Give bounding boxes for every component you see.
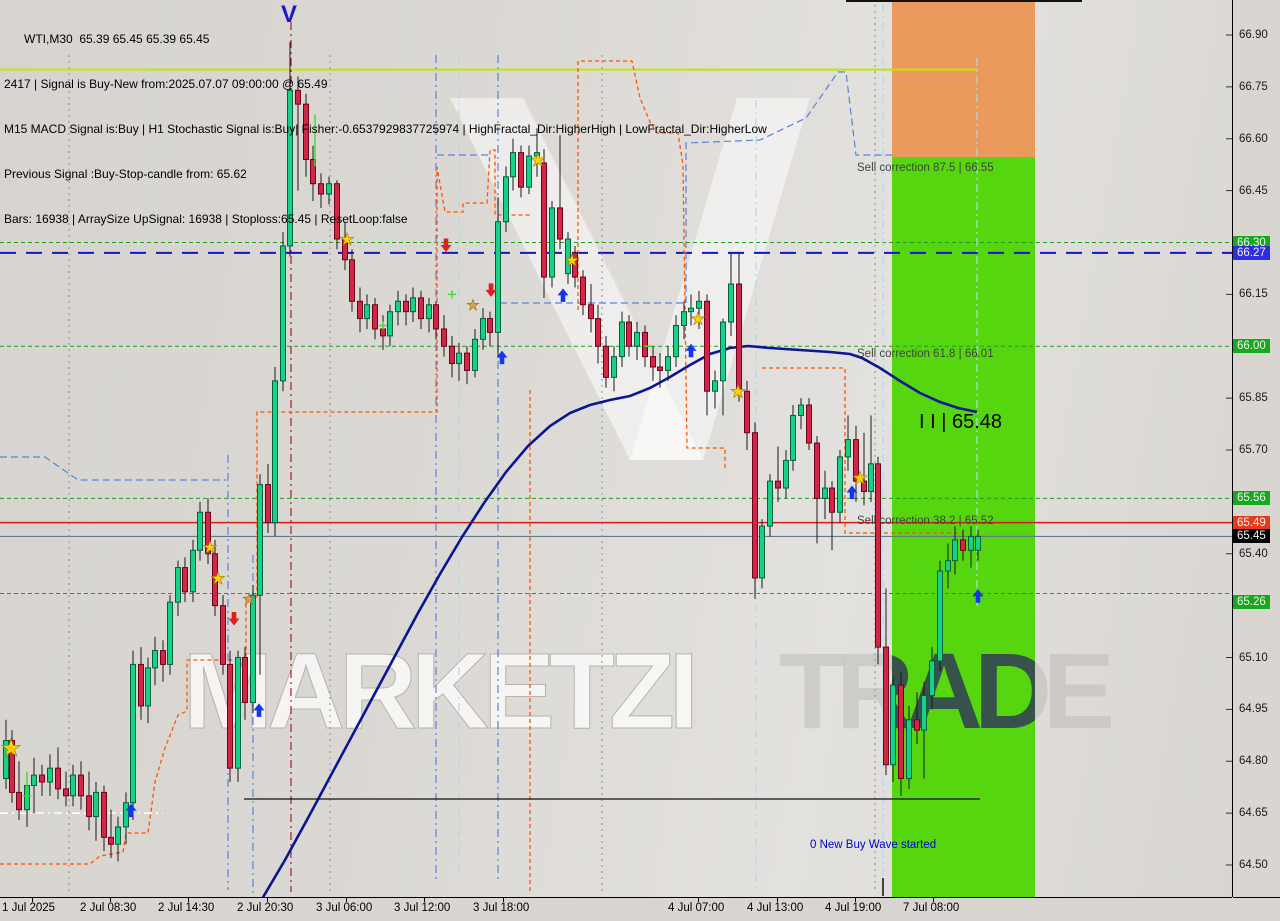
chart-annotation: 0 New Buy Wave started [810,839,936,851]
time-tick [933,898,934,902]
time-label: 7 Jul 08:00 [903,902,960,914]
chart-annotations: Sell correction 87.5 | 66.55 Sell correct… [281,1,1002,851]
buy-arrow-icon [557,288,569,302]
time-label: 3 Jul 12:00 [394,902,451,914]
chart-area[interactable]: MARKETZITRADEMARKETZITRADE★★★★★★★★★★★Sel… [0,0,1233,897]
signal-line: 2417 | Signal is Buy-New from:2025.07.07… [4,77,328,91]
chart-annotation: Sell correction 38.2 | 65.52 [857,515,994,527]
signal-star-icon: ★ [202,538,217,557]
buy-zone-green [892,157,1035,897]
axis-corner [1233,897,1280,921]
bars-stoploss-line: Bars: 16938 | ArraySize UpSignal: 16938 … [4,212,408,226]
time-label: 2 Jul 20:30 [237,902,294,914]
time-label: 2 Jul 08:30 [80,902,137,914]
price-label-65.26: 65.26 [1233,595,1270,610]
signal-star-icon: ★ [730,382,746,402]
sell-arrow-icon [228,611,240,626]
time-label: 4 Jul 13:00 [747,902,804,914]
sell-arrow-icon [485,283,497,297]
time-label: 1 Jul 2025 [2,902,56,914]
buy-arrow-icon [846,485,858,499]
price-label-66.15: 66.15 [1239,288,1268,301]
indicator-line: M15 MACD Signal is:Buy | H1 Stochastic S… [4,122,767,136]
signal-star-icon: ★ [210,569,225,588]
time-label: 2 Jul 14:30 [158,902,215,914]
price-label-66.27: 66.27 [1233,245,1270,260]
time-label: 3 Jul 06:00 [316,902,373,914]
price-label-64.65: 64.65 [1239,807,1268,820]
time-label: 4 Jul 19:00 [825,902,882,914]
price-label-65.40: 65.40 [1239,547,1268,560]
chart-annotation: Sell correction 61.8 | 66.01 [857,348,994,360]
band-orange-left [0,149,530,865]
band-orange-mid [577,60,726,470]
buy-arrow-icon [253,703,265,717]
signal-star-icon: ★ [852,468,868,488]
vertical-lines [68,4,978,896]
price-label-65.70: 65.70 [1239,444,1268,456]
price-label-65.85: 65.85 [1239,392,1268,405]
signal-star-icon: ★ [0,735,22,762]
price-label-66.75: 66.75 [1239,80,1268,93]
tan-star-icon: ★ [466,297,479,314]
band-blue-left [0,456,226,481]
time-tick [32,898,33,902]
time-tick [267,898,268,902]
chart-annotation: Sell correction 87.5 | 66.55 [857,162,994,174]
sell-zone-orange [892,2,1035,157]
time-tick [424,898,425,902]
sell-arrow-icon [440,238,452,252]
chart-info-overlay: WTI,M30 65.39 65.45 65.39 65.45 2417 | S… [4,2,767,257]
buy-arrow-icon [496,350,508,365]
signal-markers: ★ ★ ★ ★ ★ ★ ★ ★ ★ ★ ★ [0,114,984,818]
price-axis[interactable]: 66.90 66.75 66.60 66.45 66.30 66.27 66.15 66.00… [1233,0,1280,897]
buy-arrow-icon [972,589,984,603]
svg-text:MARKETZI: MARKETZI [183,630,693,751]
time-tick [777,898,778,902]
time-label: 4 Jul 07:00 [668,902,725,914]
time-tick [698,898,699,902]
time-tick [503,898,504,902]
time-tick [188,898,189,902]
chart-annotation: V [281,1,297,28]
time-tick [855,898,856,902]
time-tick [346,898,347,902]
price-label-65.49: 65.49 [1233,515,1270,530]
chart-annotation: I I | 65.48 [919,411,1002,433]
time-axis[interactable]: 1 Jul 2025 2 Jul 08:30 2 Jul 14:30 2 Jul 20… [0,897,1232,921]
chart-canvas: MARKETZITRADEMARKETZITRADE★★★★★★★★★★★Sel… [0,0,1232,897]
signal-zones [846,0,1082,897]
watermark-dark: MARKETZI TRADE [779,630,1111,751]
axis-ticks [1226,34,1232,866]
price-label-65.45: 65.45 [1233,529,1270,544]
price-label-64.80: 64.80 [1239,755,1268,768]
svg-text:TRADE: TRADE [779,630,1111,751]
price-label-64.95: 64.95 [1239,703,1268,716]
top-strip [846,0,1082,2]
price-label-66.90: 66.90 [1239,29,1268,41]
signal-star-icon: ★ [690,310,705,329]
signal-star-icon: ★ [339,230,354,249]
time-tick [110,898,111,902]
price-label-66.00: 66.00 [1233,339,1270,354]
price-label-65.56: 65.56 [1233,491,1270,506]
buy-arrow-icon [685,343,697,358]
price-label-66.45: 66.45 [1239,184,1268,197]
band-blue-right [685,71,893,303]
signal-star-icon: ★ [530,150,546,170]
price-label-64.50: 64.50 [1239,859,1268,871]
price-label-66.60: 66.60 [1239,132,1268,145]
previous-signal-line: Previous Signal :Buy-Stop-candle from: 6… [4,167,247,181]
time-label: 3 Jul 18:00 [473,902,530,914]
price-label-65.10: 65.10 [1239,651,1268,664]
signal-star-icon: ★ [564,251,579,270]
symbol-ohlc-line: WTI,M30 65.39 65.45 65.39 65.45 [24,32,210,46]
buy-arrow-icon [125,803,137,818]
tan-star-icon: ★ [242,591,255,608]
candles-layer [3,41,981,862]
ma-line [261,344,978,897]
